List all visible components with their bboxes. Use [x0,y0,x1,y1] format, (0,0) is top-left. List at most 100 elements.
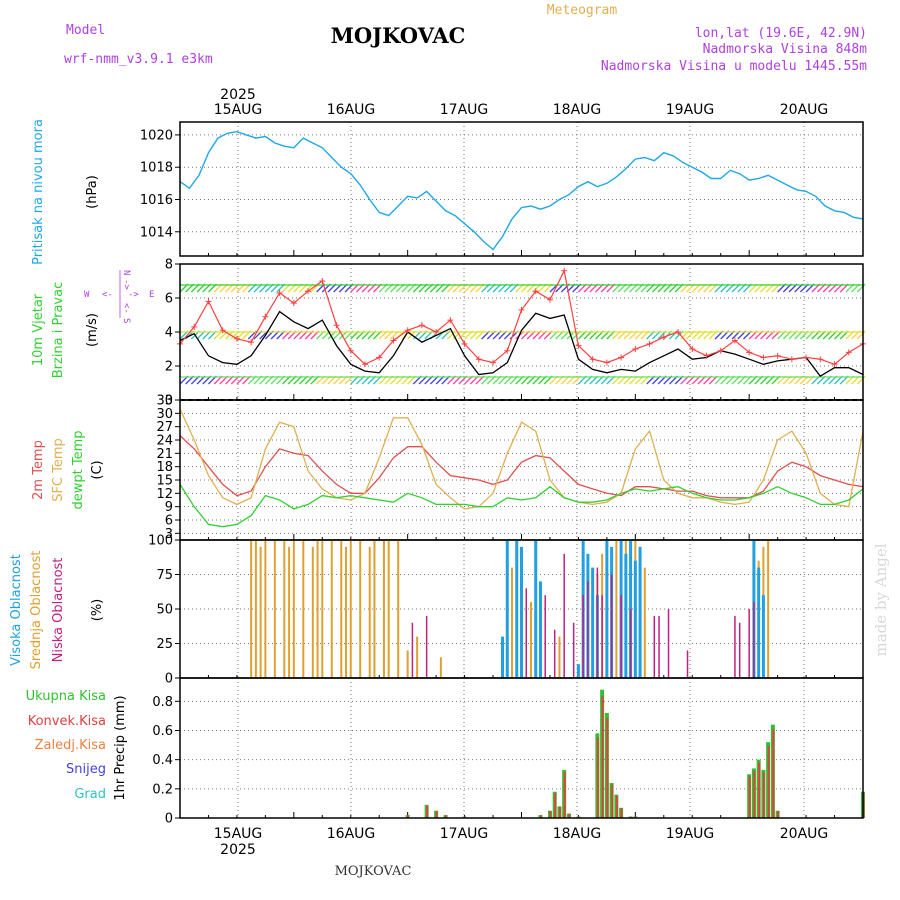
cloud-bar-low [411,622,414,678]
cloud-bar-high [761,595,765,678]
ytick-label-4: 100 [148,534,173,549]
panel-cloudiness: 0 25 50 75 100 [148,534,864,687]
wind-gust-marker [461,340,468,347]
wind-gust-marker [632,346,639,352]
cloud-bar-low [582,595,584,678]
cloud-bar-mid [340,540,343,678]
wind-gust-marker [518,306,525,313]
bottom-date-5: 20AUG [780,826,829,842]
wind-speed-line [179,310,864,378]
wind-gust-marker [618,354,625,361]
wind-gust-marker [433,329,440,335]
wind-gust-marker [205,298,212,305]
wind-gust-marker [418,322,425,329]
ytick-label-1: 6 [165,514,173,529]
bottom-date-0: 15AUG [214,826,263,842]
ytick-label-0: 0 [165,812,173,827]
ytick-label-10: 33 [156,394,173,409]
cloud-bar-low [667,609,670,678]
cloud-bar-high [534,540,538,678]
precip-ylabel-unit: 1hr Precip (mm) [113,695,128,800]
wind-gust-marker [248,339,255,346]
elevation-label: Nadmorska Visina 848m [703,42,868,57]
cloud-bar-low [596,567,599,678]
precip-bar-conv [777,811,780,818]
cloud-bar-low [734,615,736,678]
ytick-label-1: 1016 [140,193,173,208]
cloud-bar-high [624,553,628,678]
wind-barb [856,375,866,385]
cloud-bar-mid [345,546,348,678]
cloud-bar-mid [529,602,532,678]
compass-n: N [121,270,131,275]
ytick-label-2: 50 [156,603,173,618]
cloud-bar-mid [330,540,333,678]
ytick-label-5: 18 [156,460,173,475]
wind-ylabel-unit: (m/s) [85,313,100,347]
precip-bar-conv [554,793,557,818]
wind-gust-marker [589,356,596,363]
legend-total-rain: Ukupna Kisa [26,689,106,704]
cloud-bar-high [538,581,542,678]
cloud-bar-low [553,629,556,678]
cloud-bar-mid [387,540,390,678]
temp-ylabel-dewpt: dewpt Temp [71,430,86,509]
compass-w: W [84,290,90,300]
wind-gust-marker [803,354,810,361]
cloud-bar-low [587,581,589,678]
cloud-ylabel-mid: Srednja Oblacnost [29,551,44,670]
wind-gust-marker [504,347,511,354]
model-elevation-label: Nadmorska Visina u modelu 1445.55m [601,59,867,74]
legend-frozen-rain: Zaledj.Kisa [35,738,106,753]
precip-bar-conv [772,729,775,818]
precip-bar-conv [753,770,756,818]
cloud-bar-mid [349,540,352,678]
coords-label: lon,lat (19.6E, 42.9N) [695,26,867,41]
wind-ylabel-sub: Brzina i Pravac [51,282,66,379]
compass-s: S [121,318,131,323]
wind-gust-marker [760,354,767,361]
temp-dewpt-line [179,484,864,528]
pressure-ylabel-unit: (hPa) [85,175,100,209]
wind-gust-marker [404,327,411,334]
cloud-bar-low [601,595,603,678]
cloud-bar-mid [416,636,419,678]
ytick-label-7: 24 [156,434,173,449]
compass-vec-w: <- [102,290,113,300]
station-title: MOJKOVAC [331,23,466,48]
ytick-label-4: 0.8 [152,695,173,710]
cloud-bar-mid [373,540,376,678]
bottom-date-2: 17AUG [440,826,489,842]
wind-gust-marker [191,323,198,330]
cloud-ylabel-unit: (%) [90,599,105,622]
cloud-bar-low [738,622,741,678]
ytick-label-2: 0.4 [152,753,173,768]
product-title: Meteogram [547,3,618,18]
panel-frame-precipitation [179,677,864,819]
ytick-label-1: 2 [165,360,173,375]
cloud-bar-mid [558,636,561,678]
wind-gust-marker [333,322,340,329]
wind-barb [856,330,866,340]
wind-gust-marker [490,359,497,366]
ytick-label-3: 1020 [140,128,173,143]
precip-bar-conv [426,805,429,818]
wind-barb-band-0 [179,283,866,293]
cloud-bar-mid [273,540,276,678]
cloud-bar-high [633,560,637,678]
temp-sfc-line [179,408,864,510]
panel-pressure: 1014 1016 1018 1020 [140,121,864,257]
cloud-bar-high [501,636,505,678]
cloud-bar-mid [397,540,400,678]
wind-gust-marker [390,337,397,344]
wind-gust-marker [660,334,667,341]
cloud-bar-low [753,602,755,678]
cloud-bar-low [563,553,565,678]
wind-gust-marker [575,342,582,349]
panel-frame-temperature [179,399,864,541]
ytick-label-0: 3 [165,527,173,542]
legend-conv-rain: Konvek.Kisa [28,714,106,729]
panel-wind: 0 2 4 6 8 [165,258,866,409]
